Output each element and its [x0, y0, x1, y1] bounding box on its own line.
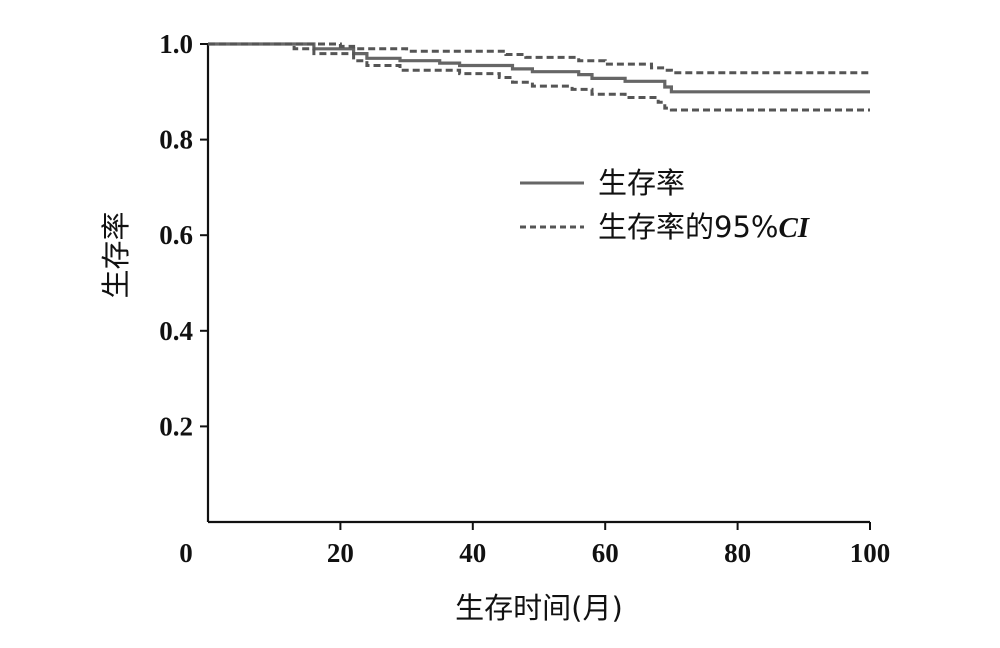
x-tick-label: 40 — [459, 538, 486, 568]
ci-upper-line — [208, 42, 870, 75]
x-tick-label: 80 — [724, 538, 751, 568]
origin-label: 0 — [179, 538, 193, 568]
y-tick-label: 0.8 — [159, 125, 193, 155]
legend: 生存率 生存率的95%CI — [520, 166, 811, 244]
legend-ci-prefix: 生存率的95% — [598, 210, 778, 244]
y-tick-label: 0.4 — [159, 316, 193, 346]
legend-ci-italic: CI — [778, 212, 810, 244]
y-tick-label: 1.0 — [159, 29, 193, 59]
survival-line — [208, 42, 870, 94]
ticks: 20 40 60 80 100 0.2 0.4 0.6 0.8 1.0 — [159, 29, 890, 568]
axes — [206, 44, 870, 524]
y-tick-label: 0.2 — [159, 411, 193, 441]
legend-ci-label: 生存率的95%CI — [598, 210, 811, 244]
y-tick-label: 0.6 — [159, 220, 193, 250]
y-axis-title: 生存率 — [99, 211, 133, 298]
x-tick-label: 60 — [592, 538, 619, 568]
ci-lower-line — [208, 42, 870, 112]
x-axis-title: 生存时间(月) — [455, 591, 623, 625]
legend-survival-label: 生存率 — [598, 166, 685, 200]
x-tick-label: 100 — [850, 538, 891, 568]
x-tick-label: 20 — [327, 538, 354, 568]
series-lines — [208, 42, 870, 112]
